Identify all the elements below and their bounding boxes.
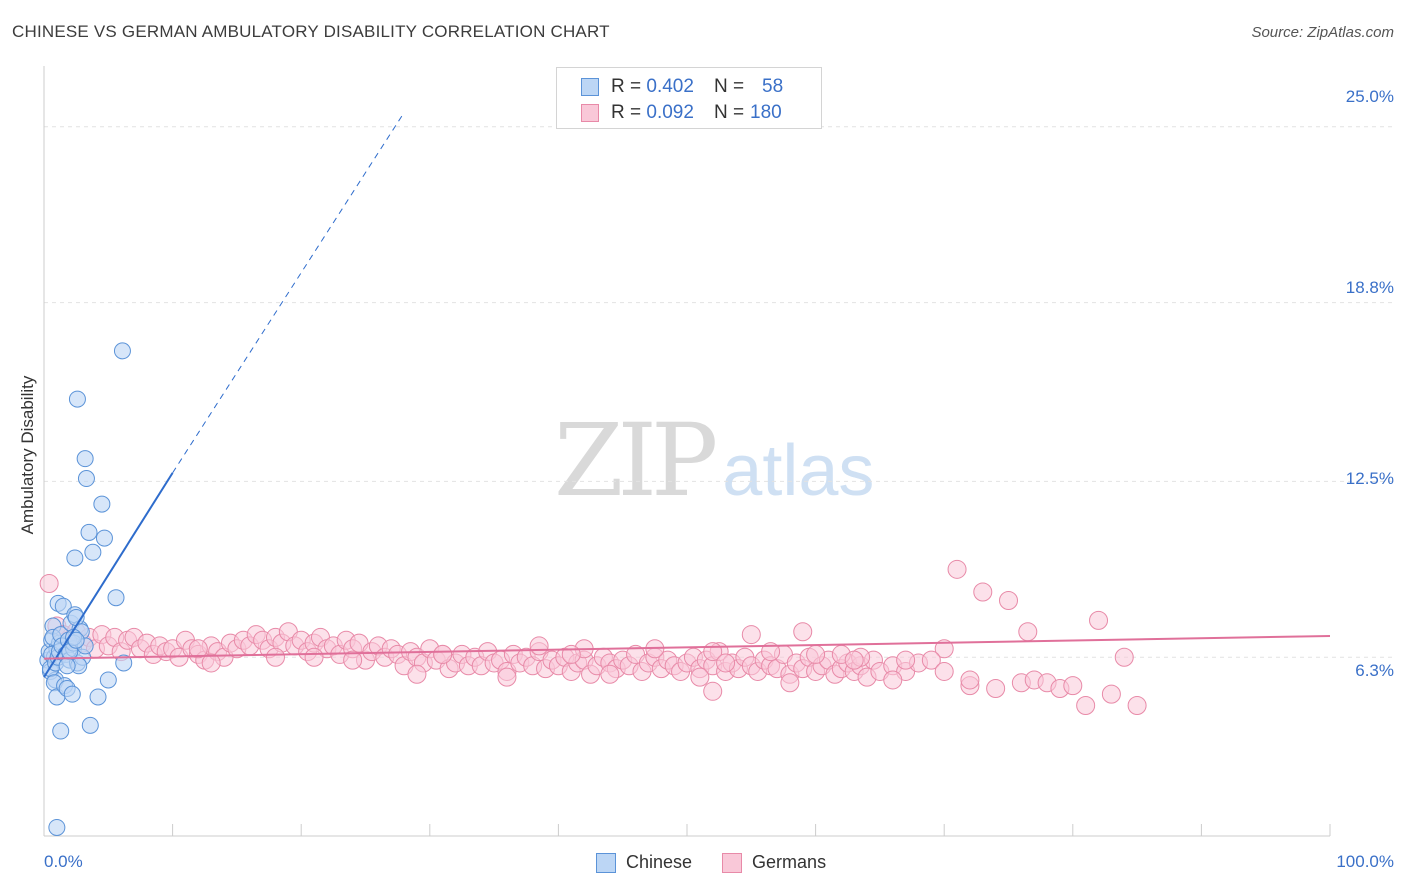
chart-source: Source: ZipAtlas.com [1251,24,1394,41]
legend-chinese-swatch [596,852,616,873]
germans-point-157 [896,650,916,670]
legend-germans-label: Germans [752,852,827,872]
chinese-point-44 [80,523,98,541]
germans-point-153 [433,644,453,664]
germans-point-0 [39,574,59,594]
germans-point-142 [407,664,427,684]
chinese-point-57 [115,654,133,672]
germans-point-145 [690,667,710,687]
germans-point-160 [703,681,723,701]
germans-point-166 [960,670,980,690]
germans-point-177 [1101,684,1121,704]
germans-point-168 [999,591,1018,611]
stats-row-chinese: R = 0.402 N = 58 [581,75,783,99]
legend-chinese-label: Chinese [626,852,693,872]
chinese-r-value: 0.402 [646,76,694,97]
germans-point-144 [600,664,620,684]
y-tick-label-25: 25.0% [1345,87,1394,106]
germans-point-162 [793,622,813,642]
germans-point-149 [973,582,993,602]
chart-title: CHINESE VS GERMAN AMBULATORY DISABILITY … [12,22,610,41]
chinese-point-56 [113,342,131,360]
chinese-point-42 [58,657,76,675]
legend-germans-swatch [722,852,743,873]
germans-point-176 [1089,610,1109,630]
y-tick-label-18-8: 18.8% [1345,278,1394,297]
germans-point-135 [806,644,826,664]
stats-row-germans: R = 0.092 N = 180 [581,101,782,125]
germans-n-label: N = [713,102,745,123]
legend-item-germans: Germans [722,852,826,873]
germans-point-179 [1127,695,1147,715]
germans-point-165 [934,661,954,681]
chinese-point-31 [48,818,66,836]
germans-point-130 [529,636,549,656]
chinese-trend-dashed [172,112,405,474]
germans-point-178 [1114,647,1134,667]
chinese-point-27 [63,685,81,703]
x-tick-label-max: 100.0% [1336,852,1394,871]
germans-points [39,559,1147,715]
chinese-point-38 [66,549,84,567]
chinese-point-48 [76,450,94,468]
chinese-point-51 [89,688,107,706]
chinese-swatch [581,78,599,96]
germans-point-152 [343,650,363,670]
chinese-point-50 [84,543,102,561]
germans-point-141 [304,647,324,667]
germans-n-value: 180 [750,102,782,123]
germans-point-146 [780,673,800,693]
germans-point-159 [947,559,967,579]
chinese-point-49 [81,716,99,734]
germans-point-163 [844,650,864,670]
germans-point-143 [497,667,517,687]
germans-r-value: 0.092 [646,102,694,123]
germans-point-158 [934,639,954,659]
chinese-n-value: 58 [762,76,784,97]
chinese-trend-line [43,472,174,678]
legend-item-chinese: Chinese [596,852,692,873]
stats-legend-box: R = 0.402 N = 58 R = 0.092 N = 180 [556,67,822,129]
chinese-r-label: R = [611,76,642,97]
grid-lines [44,126,1395,658]
germans-swatch [581,104,599,122]
germans-point-134 [761,642,781,662]
x-tick-label-min: 0.0% [44,852,83,871]
chinese-point-30 [52,722,70,740]
chinese-point-55 [107,589,125,607]
chinese-point-20 [54,597,72,615]
germans-point-155 [716,653,736,673]
germans-point-167 [986,678,1006,698]
germans-point-151 [265,647,285,667]
chinese-point-47 [77,470,95,488]
germans-point-164 [921,650,941,670]
chinese-n-label: N = [713,76,745,97]
axes [43,66,1331,837]
y-tick-label-12-5: 12.5% [1345,469,1394,488]
y-axis-label: Ambulatory Disability [18,375,37,535]
trend-lines [43,472,1331,678]
germans-point-154 [561,644,581,664]
chinese-point-53 [95,529,113,547]
chinese-point-52 [93,495,111,513]
germans-point-175 [1076,695,1096,715]
germans-point-174 [1063,676,1083,696]
germans-trend-line [43,634,1331,660]
series-legend: Chinese Germans [596,852,856,873]
germans-point-170 [1018,622,1038,642]
chinese-point-54 [99,671,117,689]
y-tick-label-6-3: 6.3% [1355,661,1394,680]
germans-point-150 [188,639,208,659]
germans-point-140 [201,653,221,673]
germans-point-161 [741,625,761,645]
chinese-trend-extension [172,112,405,474]
germans-r-label: R = [611,102,642,123]
germans-point-147 [883,670,903,690]
chinese-point-39 [68,390,86,408]
